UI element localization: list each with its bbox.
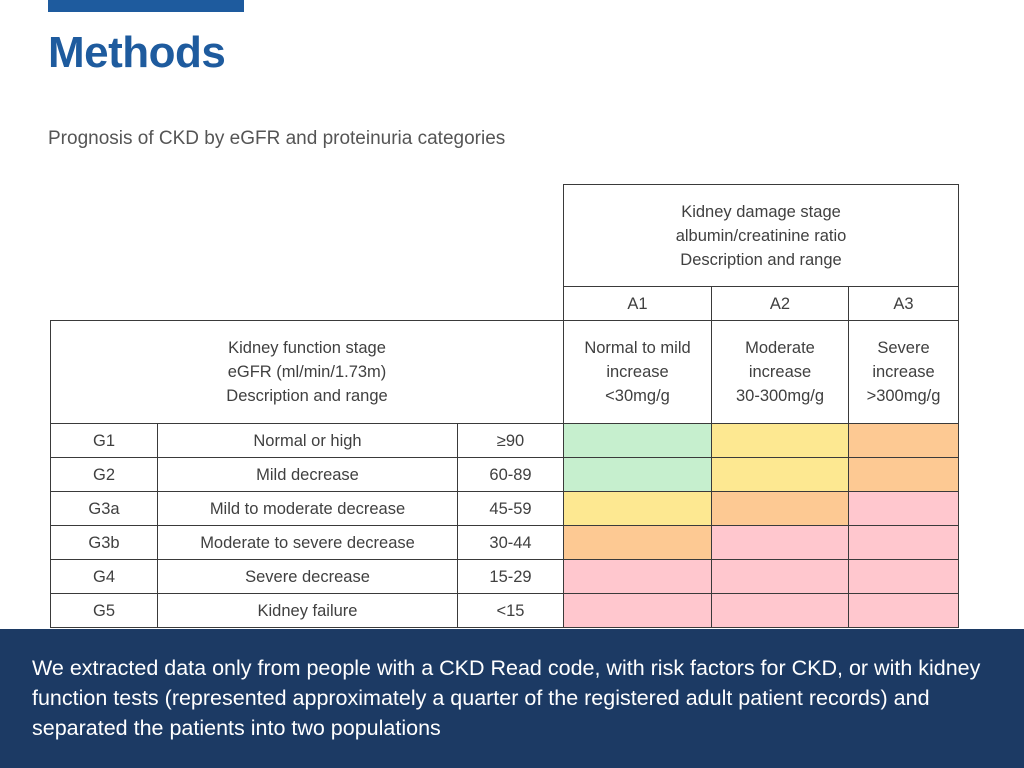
albumin-desc-line: increase — [606, 363, 669, 381]
risk-cell — [848, 423, 959, 458]
risk-cell — [563, 423, 712, 458]
table-row: G4 Severe decrease 15-29 — [50, 559, 959, 594]
stage-cell: G4 — [50, 559, 158, 594]
description-cell: Mild to moderate decrease — [157, 491, 458, 526]
albumin-desc-line: Severe — [877, 339, 930, 357]
range-cell: 45-59 — [457, 491, 564, 526]
slide-title: Methods — [48, 28, 226, 77]
albumin-desc-line: Normal to mild — [584, 339, 691, 357]
risk-cell — [563, 491, 712, 526]
risk-cell — [848, 559, 959, 594]
stage-cell: G5 — [50, 593, 158, 628]
risk-cell — [848, 593, 959, 628]
risk-cell — [711, 525, 849, 560]
risk-cell — [563, 593, 712, 628]
range-cell: ≥90 — [457, 423, 564, 458]
risk-cell — [563, 525, 712, 560]
description-cell: Kidney failure — [157, 593, 458, 628]
kidney-function-header-line: Description and range — [226, 387, 388, 405]
table-empty-corner — [51, 287, 564, 321]
risk-cell — [711, 491, 849, 526]
kidney-damage-header-line: Kidney damage stage — [681, 202, 841, 221]
title-accent-bar — [48, 0, 244, 12]
albumin-desc-a1: Normal to mild increase <30mg/g — [563, 320, 712, 424]
description-cell: Normal or high — [157, 423, 458, 458]
albumin-desc-line: <30mg/g — [605, 387, 670, 405]
table-row: G5 Kidney failure <15 — [50, 593, 959, 628]
range-cell: 30-44 — [457, 525, 564, 560]
risk-cell — [563, 457, 712, 492]
footer-text: We extracted data only from people with … — [32, 656, 981, 740]
kidney-damage-header-line: albumin/creatinine ratio — [675, 226, 847, 245]
stage-cell: G3a — [50, 491, 158, 526]
risk-cell — [711, 559, 849, 594]
range-cell: <15 — [457, 593, 564, 628]
albumin-desc-line: 30-300mg/g — [735, 387, 825, 405]
stage-cell: G3b — [50, 525, 158, 560]
description-cell: Moderate to severe decrease — [157, 525, 458, 560]
range-cell: 60-89 — [457, 457, 564, 492]
albumin-desc-a3: Severe increase >300mg/g — [848, 320, 959, 424]
table-row: G1 Normal or high ≥90 — [50, 423, 959, 458]
risk-cell — [848, 525, 959, 560]
risk-cell — [848, 491, 959, 526]
slide-subtitle: Prognosis of CKD by eGFR and proteinuria… — [48, 128, 506, 149]
ckd-prognosis-table: Kidney damage stage albumin/creatinine r… — [50, 184, 959, 628]
kidney-function-header: Kidney function stage eGFR (ml/min/1.73m… — [50, 320, 564, 424]
albumin-desc-a2: Moderate increase 30-300mg/g — [711, 320, 849, 424]
description-cell: Severe decrease — [157, 559, 458, 594]
risk-cell — [711, 593, 849, 628]
kidney-function-header-line: Kidney function stage — [228, 339, 386, 357]
footer-banner: We extracted data only from people with … — [0, 629, 1024, 768]
albumin-code-a2: A2 — [711, 286, 849, 321]
table-row: G2 Mild decrease 60-89 — [50, 457, 959, 492]
albumin-code-a1: A1 — [563, 286, 712, 321]
albumin-code-a3: A3 — [848, 286, 959, 321]
description-cell: Mild decrease — [157, 457, 458, 492]
table-empty-corner — [51, 185, 564, 287]
range-cell: 15-29 — [457, 559, 564, 594]
stage-cell: G1 — [50, 423, 158, 458]
albumin-desc-line: increase — [748, 363, 812, 381]
risk-cell — [711, 423, 849, 458]
albumin-desc-line: increase — [872, 363, 935, 381]
kidney-function-header-line: eGFR (ml/min/1.73m) — [227, 363, 387, 381]
stage-cell: G2 — [50, 457, 158, 492]
risk-cell — [711, 457, 849, 492]
table-row: G3a Mild to moderate decrease 45-59 — [50, 491, 959, 526]
albumin-desc-line: Moderate — [745, 339, 815, 357]
kidney-damage-header-line: Description and range — [680, 250, 842, 269]
albumin-desc-line: >300mg/g — [866, 387, 941, 405]
kidney-damage-header: Kidney damage stage albumin/creatinine r… — [563, 184, 959, 287]
risk-cell — [563, 559, 712, 594]
table-row: G3b Moderate to severe decrease 30-44 — [50, 525, 959, 560]
risk-cell — [848, 457, 959, 492]
